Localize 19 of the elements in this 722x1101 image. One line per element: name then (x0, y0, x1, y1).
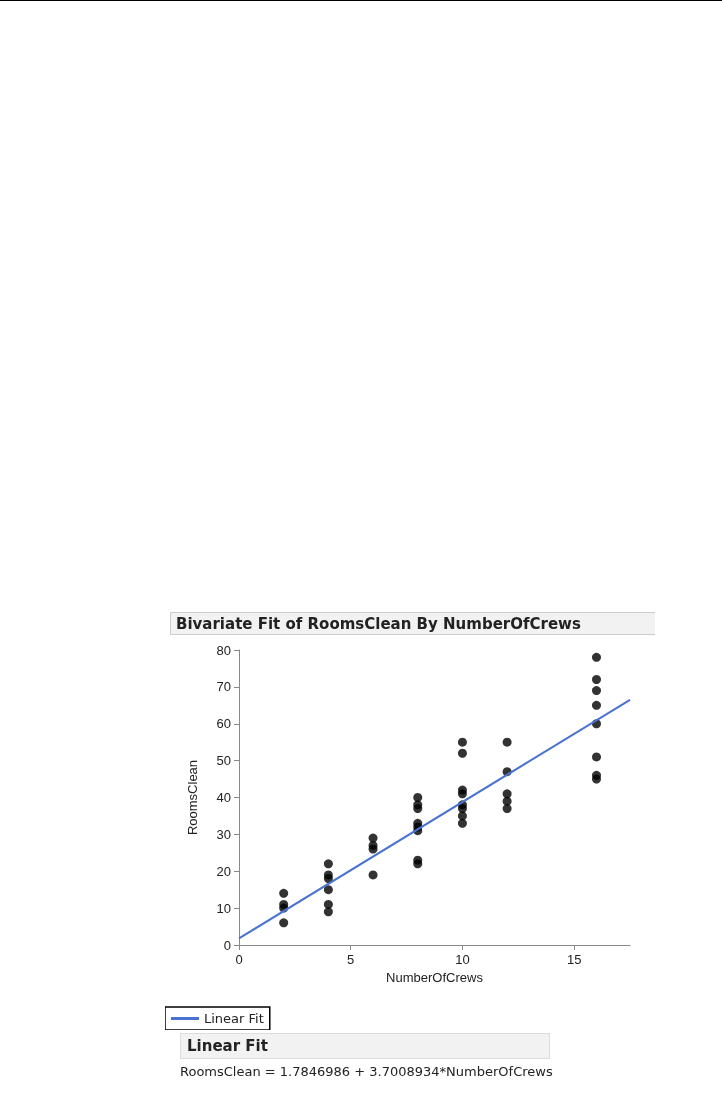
chart-title: Bivariate Fit of RoomsClean By NumberOfCrews (176, 614, 581, 633)
y-tick-label: 20 (216, 863, 231, 879)
x-axis-title: NumberOfCrews (386, 969, 484, 985)
y-tick-label: 80 (216, 642, 231, 658)
x-tick-label: 10 (455, 952, 470, 967)
y-tick-label: 10 (216, 900, 231, 916)
x-tick-label: 15 (566, 952, 582, 967)
x-tick-label: 5 (347, 952, 355, 967)
legend-label: Linear Fit (204, 1011, 264, 1026)
y-tick-label: 40 (216, 790, 231, 805)
text: RoomsClean = 1.7846986 + 3.7008934*NumberOfCrews (180, 1064, 553, 1079)
y-tick-label: 30 (216, 826, 231, 842)
y-tick-label: 60 (216, 716, 231, 732)
y-axis-title: RoomsClean (185, 759, 200, 836)
text: Linear Fit (180, 1033, 550, 1059)
y-tick-label: 70 (216, 679, 231, 695)
y-tick-label: 0 (223, 937, 231, 953)
y-tick-label: 50 (216, 753, 231, 769)
x-tick-label: 0 (235, 952, 243, 967)
